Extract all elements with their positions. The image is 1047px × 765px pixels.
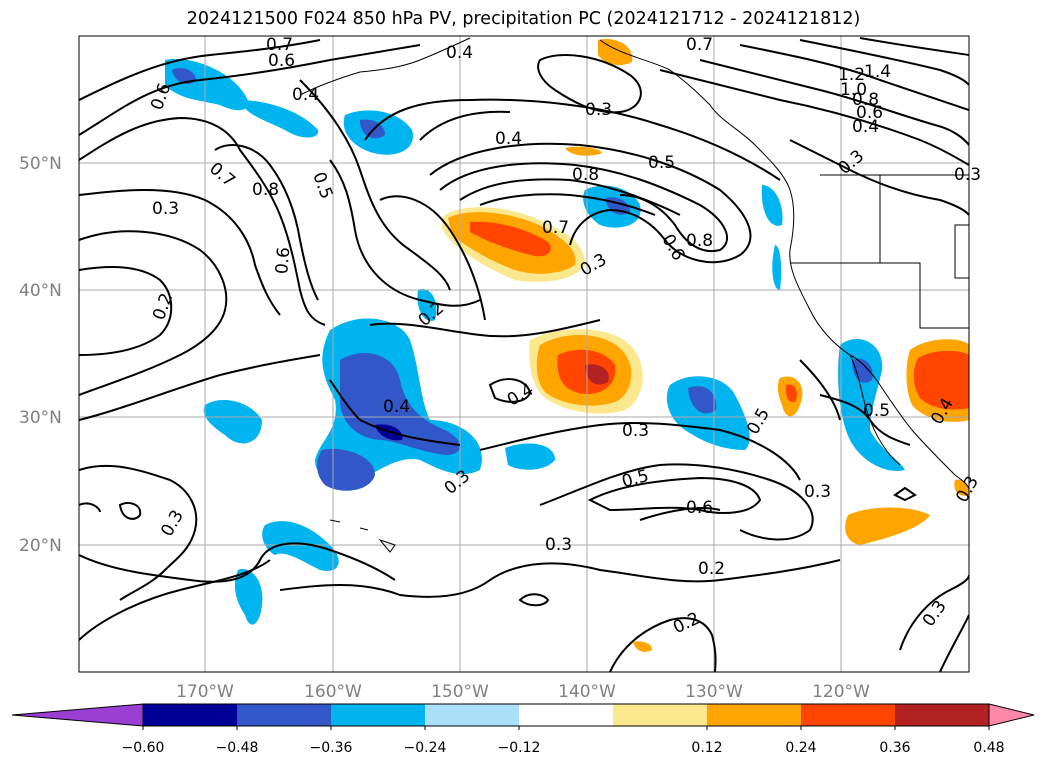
colorbar-cell bbox=[143, 704, 237, 726]
contour-label: 0.4 bbox=[292, 85, 319, 105]
contour-label: 0.3 bbox=[622, 421, 649, 441]
contour-label: 0.5 bbox=[863, 401, 890, 421]
colorbar-extend-low bbox=[11, 703, 144, 727]
contour-label: 0.8 bbox=[572, 165, 599, 185]
lon-label-140w: 140°W bbox=[558, 682, 616, 702]
colorbar-tick-label: −0.12 bbox=[498, 740, 541, 756]
map-frame bbox=[78, 35, 970, 673]
map-gridlines bbox=[79, 36, 969, 672]
lon-label-170w: 170°W bbox=[176, 682, 234, 702]
contour-label: 0.5 bbox=[308, 170, 336, 202]
contour-label: 1.2 bbox=[838, 65, 865, 85]
contour-label: 0.3 bbox=[954, 165, 981, 185]
contour-label: 0.8 bbox=[686, 231, 713, 251]
contour-label: 0.2 bbox=[149, 291, 177, 323]
colorbar-cell bbox=[237, 704, 331, 726]
contour-label: 0.6 bbox=[686, 498, 713, 518]
colorbar-tick-label: 0.12 bbox=[691, 740, 722, 756]
contour-labels: 0.7 0.6 0.4 0.6 0.4 0.7 0.8 0.3 0.5 0.6 … bbox=[147, 35, 983, 638]
contour-label: 0.5 bbox=[648, 153, 675, 173]
coastlines bbox=[299, 37, 969, 553]
colorbar-tick-label: −0.48 bbox=[216, 740, 259, 756]
contour-label: 0.3 bbox=[835, 146, 869, 179]
contour-label: 0.4 bbox=[383, 397, 410, 417]
contour-label: 0.8 bbox=[252, 180, 279, 200]
colorbar-cell bbox=[613, 704, 707, 726]
contour-label: 0.6 bbox=[268, 51, 295, 71]
lon-label-150w: 150°W bbox=[431, 682, 489, 702]
colorbar-tick-label: −0.36 bbox=[310, 740, 353, 756]
colorbar-cell bbox=[331, 704, 425, 726]
contour-label: 0.7 bbox=[686, 35, 713, 55]
contour-label: 0.2 bbox=[670, 609, 703, 639]
contour-label: 0.7 bbox=[542, 218, 569, 238]
contour-label: 0.4 bbox=[504, 380, 537, 411]
colorbar-tick-label: 0.48 bbox=[973, 740, 1004, 756]
contour-label: 0.4 bbox=[852, 117, 879, 137]
colorbar-cell bbox=[425, 704, 519, 726]
contour-label: 0.3 bbox=[585, 100, 612, 120]
lat-label-20n: 20°N bbox=[19, 536, 62, 556]
contour-label: 0.3 bbox=[919, 597, 951, 631]
lon-label-160w: 160°W bbox=[304, 682, 362, 702]
contour-label: 0.6 bbox=[272, 246, 294, 275]
contour-label: 0.2 bbox=[698, 559, 725, 579]
colorbar-cell bbox=[519, 704, 613, 726]
positive-precip-areas bbox=[441, 39, 969, 652]
colorbar-cell bbox=[707, 704, 801, 726]
contour-label: 0.4 bbox=[446, 43, 473, 63]
contour-label: 0.4 bbox=[495, 129, 522, 149]
contour-label: 0.8 bbox=[852, 90, 879, 110]
lat-label-30n: 30°N bbox=[19, 408, 62, 428]
colorbar-cell bbox=[801, 704, 895, 726]
colorbar-extend-high bbox=[988, 703, 1035, 727]
contour-label: 0.3 bbox=[804, 482, 831, 502]
contour-label: 1.0 bbox=[840, 80, 867, 100]
colorbar-tick-label: 0.24 bbox=[785, 740, 816, 756]
colorbar-tick-label: −0.24 bbox=[404, 740, 447, 756]
colorbar-tick-label: 0.36 bbox=[879, 740, 910, 756]
contour-label: 0.7 bbox=[205, 159, 239, 192]
chart-title: 2024121500 F024 850 hPa PV, precipitatio… bbox=[186, 9, 861, 29]
contour-label: 0.3 bbox=[545, 535, 572, 555]
contour-label: 0.5 bbox=[620, 466, 651, 492]
contour-label: 0.3 bbox=[952, 473, 983, 506]
colorbar-tick-label: −0.60 bbox=[122, 740, 165, 756]
lon-label-130w: 130°W bbox=[685, 682, 743, 702]
latitude-labels: 50°N 40°N 30°N 20°N bbox=[19, 154, 62, 556]
contour-label: 1.4 bbox=[864, 62, 891, 82]
contour-label: 0.3 bbox=[157, 507, 188, 540]
colorbar-outline bbox=[142, 703, 990, 727]
lat-label-50n: 50°N bbox=[19, 154, 62, 174]
contour-label: 0.6 bbox=[856, 103, 883, 123]
pv-contours bbox=[79, 37, 969, 672]
contour-label: 0.3 bbox=[152, 199, 179, 219]
colorbar: −0.60 −0.48 −0.36 −0.24 −0.12 0.12 0.24 0.36 0.4… bbox=[11, 703, 1035, 756]
contour-label: 0.7 bbox=[266, 35, 293, 55]
colorbar-cell bbox=[895, 704, 989, 726]
precipitation-shading bbox=[165, 39, 969, 652]
longitude-labels: 170°W 160°W 150°W 140°W 130°W 120°W bbox=[176, 682, 870, 702]
lon-label-120w: 120°W bbox=[812, 682, 870, 702]
lat-label-40n: 40°N bbox=[19, 281, 62, 301]
